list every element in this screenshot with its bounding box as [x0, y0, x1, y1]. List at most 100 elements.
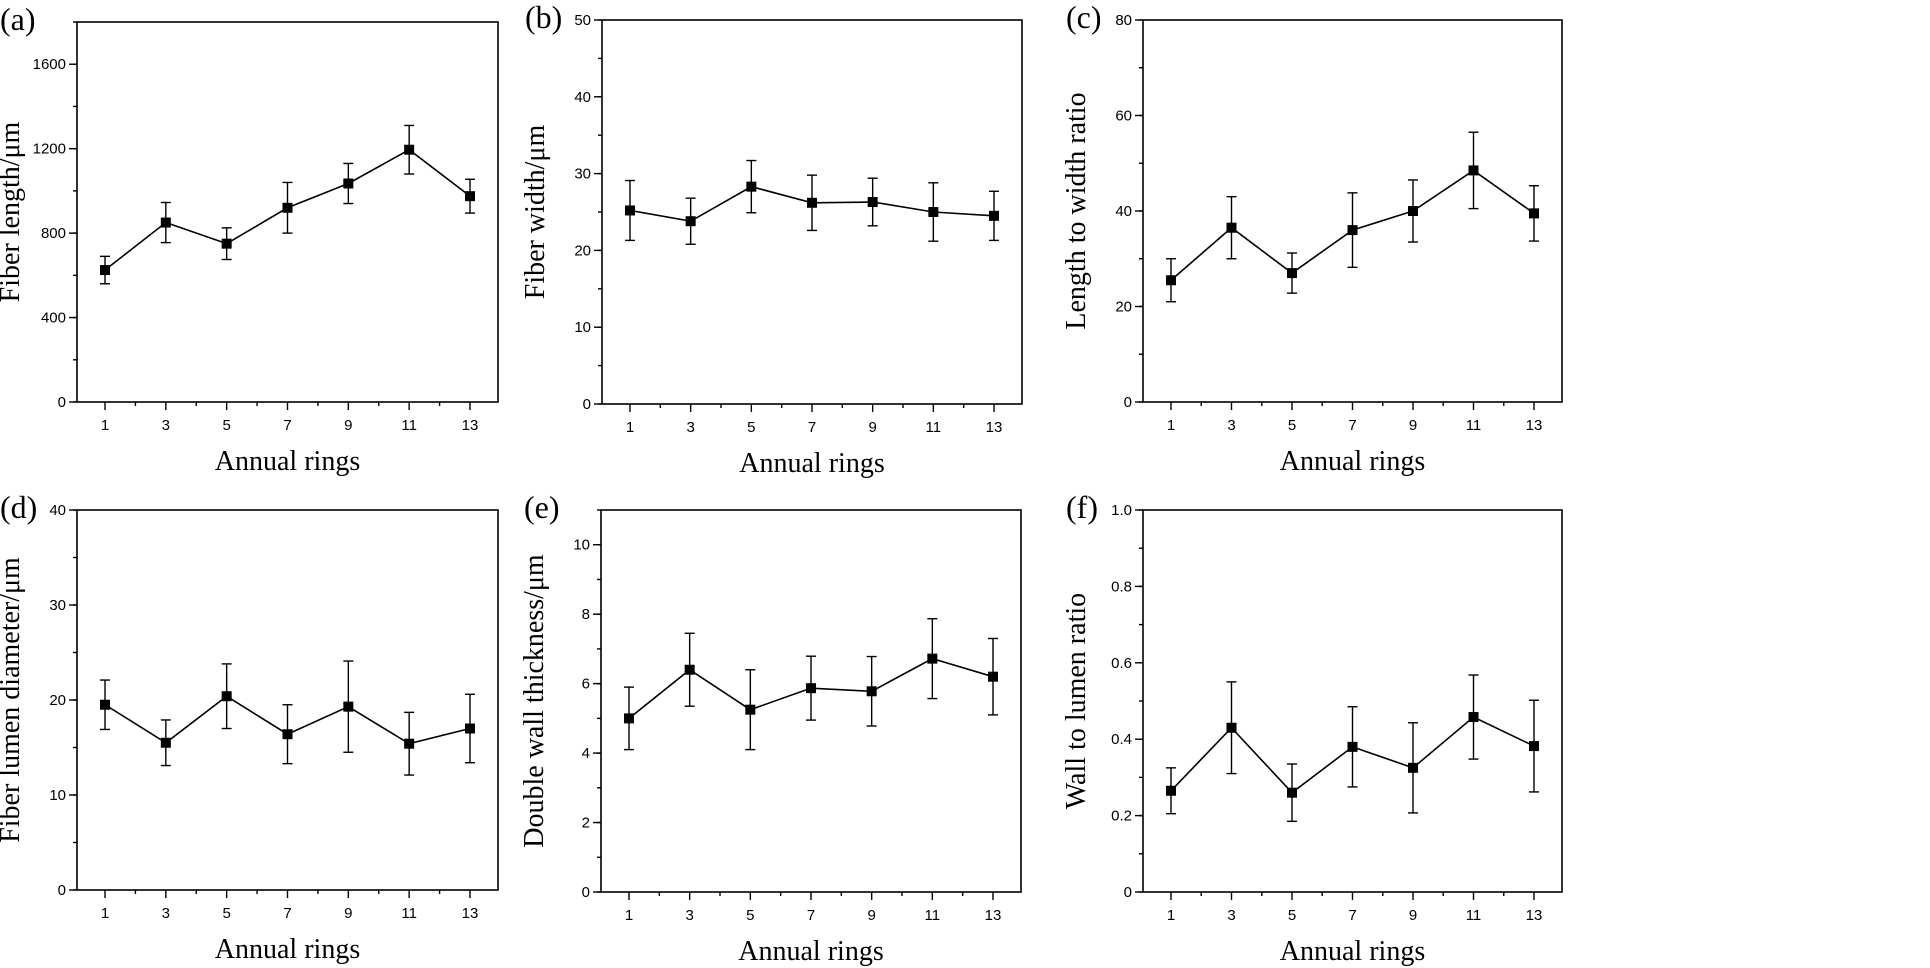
x-tick-label: 5 — [222, 417, 230, 434]
data-point — [465, 191, 475, 202]
y-tick-label: 30 — [49, 597, 66, 614]
x-tick-label: 9 — [1409, 417, 1417, 434]
x-tick-label: 7 — [283, 905, 291, 922]
y-tick-label: 1600 — [33, 56, 66, 73]
data-point — [1468, 712, 1479, 723]
panel-label: (e) — [524, 489, 560, 525]
x-tick-label: 9 — [867, 907, 875, 924]
data-point — [807, 197, 817, 208]
data-point — [625, 205, 635, 216]
x-axis-title: Annual rings — [1280, 446, 1425, 477]
y-tick-label: 1.0 — [1111, 502, 1132, 519]
x-axis-title: Annual rings — [1280, 936, 1425, 967]
y-axis-title: Wall to lumen ratio — [1061, 593, 1092, 809]
x-tick-label: 5 — [1288, 417, 1296, 434]
x-tick-label: 11 — [1466, 907, 1482, 924]
y-tick-label: 0 — [583, 396, 591, 413]
panel-label: (d) — [0, 489, 37, 525]
x-tick-label: 3 — [162, 905, 170, 922]
data-point — [1287, 268, 1297, 279]
x-tick-label: 7 — [808, 419, 816, 436]
y-tick-label: 1200 — [33, 141, 66, 158]
y-tick-label: 40 — [574, 89, 591, 106]
x-tick-label: 7 — [1348, 907, 1356, 924]
y-tick-label: 10 — [49, 787, 66, 804]
data-point — [282, 729, 293, 740]
data-point — [1287, 787, 1297, 798]
x-axis-title: Annual rings — [739, 448, 884, 479]
y-tick-label: 0 — [582, 884, 590, 901]
x-tick-label: 11 — [1466, 417, 1482, 434]
y-tick-label: 10 — [573, 537, 590, 554]
x-tick-label: 9 — [344, 417, 352, 434]
data-point — [624, 713, 634, 724]
data-point — [1226, 222, 1237, 233]
data-point — [465, 723, 475, 734]
x-tick-label: 11 — [401, 905, 417, 922]
x-tick-label: 3 — [686, 419, 694, 436]
x-tick-label: 3 — [1227, 417, 1235, 434]
x-tick-label: 3 — [685, 907, 693, 924]
data-point — [1408, 206, 1418, 216]
data-point — [927, 653, 938, 664]
y-tick-label: 40 — [1115, 203, 1132, 220]
y-tick-label: 800 — [41, 225, 66, 242]
data-point — [746, 181, 757, 192]
data-point — [685, 216, 696, 227]
data-point — [1529, 208, 1539, 219]
x-tick-label: 3 — [1227, 907, 1235, 924]
data-point — [745, 704, 756, 715]
y-axis-title: Fiber lumen diameter/μm — [0, 557, 26, 843]
y-axis-title: Fiber length/μm — [0, 121, 26, 302]
data-point — [806, 683, 816, 694]
x-tick-label: 1 — [1167, 417, 1175, 434]
x-tick-label: 13 — [462, 417, 479, 434]
x-tick-label: 7 — [283, 417, 291, 434]
y-tick-label: 4 — [582, 745, 590, 762]
data-point — [1408, 762, 1418, 773]
y-tick-label: 0.8 — [1111, 578, 1132, 595]
x-tick-label: 5 — [747, 419, 755, 436]
x-tick-label: 7 — [807, 907, 815, 924]
data-point — [988, 671, 998, 682]
y-tick-label: 0.6 — [1111, 655, 1132, 672]
y-tick-label: 30 — [574, 166, 591, 183]
x-tick-label: 9 — [868, 419, 876, 436]
data-point — [100, 699, 110, 710]
data-point — [100, 265, 110, 276]
data-point — [1166, 275, 1176, 286]
x-tick-label: 7 — [1348, 417, 1356, 434]
y-axis-title: Double wall thickness/μm — [519, 554, 550, 848]
x-axis-title: Annual rings — [215, 934, 360, 965]
data-point — [160, 217, 171, 228]
x-tick-label: 9 — [344, 905, 352, 922]
y-tick-label: 80 — [1115, 12, 1132, 29]
x-tick-label: 1 — [626, 419, 634, 436]
y-tick-label: 0.2 — [1111, 808, 1132, 825]
y-tick-label: 50 — [574, 12, 591, 29]
y-tick-label: 0.4 — [1111, 731, 1132, 748]
panel-label: (c) — [1066, 0, 1102, 35]
data-point — [867, 197, 878, 208]
y-tick-label: 0 — [1124, 394, 1132, 411]
data-point — [866, 686, 877, 697]
y-tick-label: 8 — [582, 606, 590, 623]
x-tick-label: 1 — [1167, 907, 1175, 924]
plot-frame — [1142, 509, 1563, 893]
data-point — [1347, 225, 1358, 236]
x-tick-label: 3 — [162, 417, 170, 434]
data-point — [221, 691, 232, 702]
y-tick-label: 0 — [58, 394, 66, 411]
data-point — [1468, 165, 1479, 176]
x-tick-label: 5 — [222, 905, 230, 922]
data-point — [1347, 741, 1358, 752]
x-tick-label: 5 — [1288, 907, 1296, 924]
x-tick-label: 13 — [1526, 417, 1543, 434]
data-point — [343, 701, 354, 712]
data-point — [1166, 785, 1176, 796]
x-tick-label: 13 — [986, 419, 1003, 436]
